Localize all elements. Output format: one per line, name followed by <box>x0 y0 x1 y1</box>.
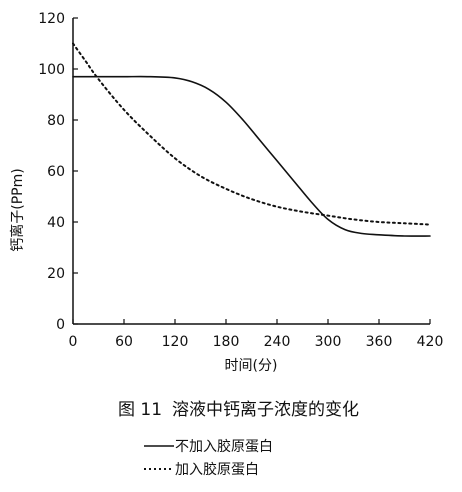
x-axis-label: 时间(分) <box>225 358 278 374</box>
x-tick-label: 240 <box>264 334 291 350</box>
y-tick-label: 80 <box>47 113 65 129</box>
y-tick-label: 120 <box>38 11 65 27</box>
y-axis-label: 钙离子(PPm) <box>9 168 26 251</box>
y-tick-label: 100 <box>38 62 65 78</box>
series-line-solid <box>72 75 431 237</box>
x-tick-label: 180 <box>213 334 240 350</box>
x-tick-label: 360 <box>366 334 393 350</box>
x-tick-label: 420 <box>417 334 444 350</box>
x-tick-label: 60 <box>115 334 133 350</box>
ticks: 0 20 40 60 80 100 120 0 60 120 180 240 300 360 420 <box>38 11 443 350</box>
axes <box>72 18 430 325</box>
x-tick-label: 0 <box>69 334 78 350</box>
y-tick-label: 40 <box>47 215 65 231</box>
legend-label-solid: 不加入胶原蛋白 <box>175 438 273 455</box>
legend-label-dotted: 加入胶原蛋白 <box>175 461 259 478</box>
figure-caption: 溶液中钙离子浓度的变化 <box>172 400 359 420</box>
series-line-dotted <box>72 42 431 226</box>
y-tick-label: 20 <box>47 266 65 282</box>
y-tick-label: 0 <box>56 317 65 333</box>
x-tick-label: 120 <box>162 334 189 350</box>
y-tick-label: 60 <box>47 164 65 180</box>
x-tick-label: 300 <box>315 334 342 350</box>
series-group <box>72 42 431 237</box>
figure-label: 图 11 <box>118 400 162 420</box>
